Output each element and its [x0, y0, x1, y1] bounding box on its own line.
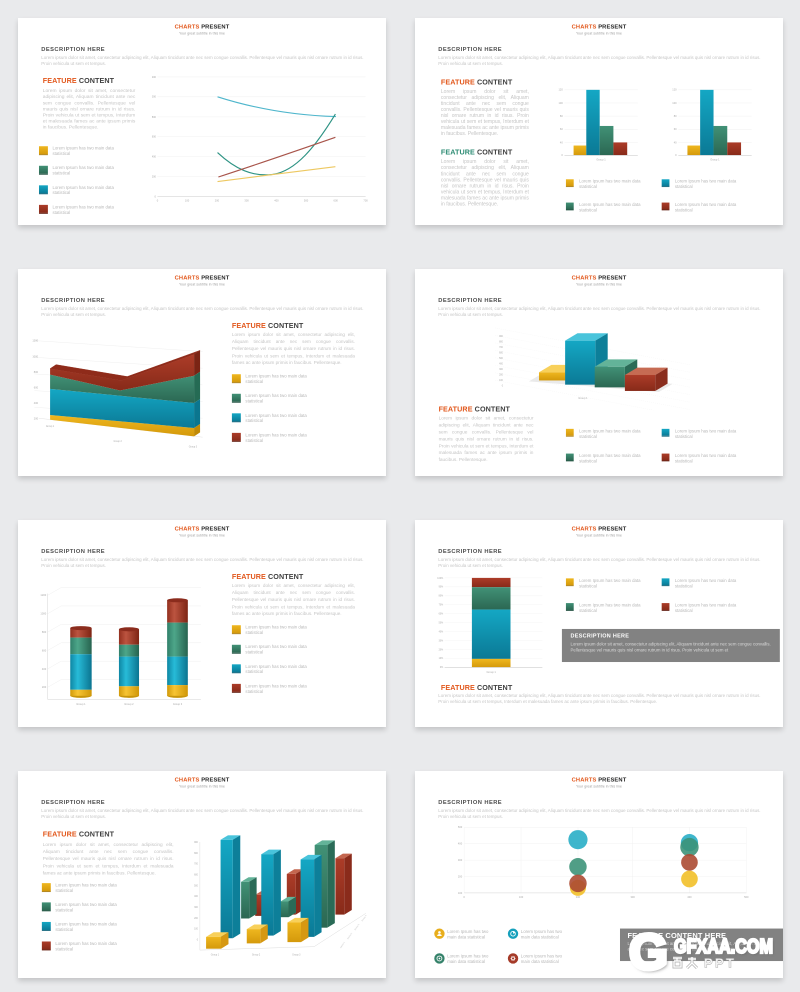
svg-text:40: 40: [674, 140, 677, 144]
svg-text:60: 60: [674, 127, 677, 131]
svg-text:10%: 10%: [439, 658, 444, 660]
svg-text:100: 100: [499, 380, 504, 382]
svg-text:1000: 1000: [40, 612, 46, 616]
svg-text:200: 200: [34, 416, 39, 420]
svg-text:300: 300: [499, 369, 504, 371]
svg-text:0: 0: [502, 385, 504, 387]
svg-text:1200: 1200: [40, 593, 46, 597]
svg-text:20%: 20%: [439, 649, 444, 651]
svg-text:200: 200: [194, 918, 199, 920]
svg-text:40%: 40%: [439, 631, 444, 633]
svg-text:Group 2: Group 2: [113, 440, 122, 443]
svg-text:400: 400: [458, 842, 463, 846]
svg-text:300: 300: [194, 907, 199, 909]
svg-text:400: 400: [499, 363, 504, 365]
svg-text:600: 600: [152, 135, 157, 139]
svg-text:70%: 70%: [439, 605, 444, 607]
svg-text:Series 4: Series 4: [362, 914, 368, 922]
svg-text:200: 200: [42, 685, 47, 689]
svg-text:400: 400: [274, 198, 279, 202]
svg-text:50%: 50%: [439, 622, 444, 624]
svg-text:600: 600: [42, 648, 47, 652]
svg-text:120: 120: [558, 88, 563, 92]
svg-text:900: 900: [194, 842, 199, 844]
svg-text:Group 3: Group 3: [189, 446, 198, 449]
svg-text:500: 500: [194, 885, 199, 887]
svg-text:500: 500: [458, 825, 463, 829]
svg-text:600: 600: [499, 353, 504, 355]
svg-text:Group 2: Group 2: [252, 953, 261, 956]
svg-text:500: 500: [304, 198, 309, 202]
svg-text:200: 200: [152, 175, 157, 179]
svg-text:Group 2: Group 2: [124, 702, 134, 706]
svg-text:Group 1: Group 1: [211, 953, 220, 956]
svg-text:0: 0: [157, 198, 159, 202]
svg-text:Group 1: Group 1: [487, 670, 497, 674]
svg-text:900: 900: [499, 336, 504, 338]
svg-text:80: 80: [674, 114, 677, 118]
svg-text:100%: 100%: [437, 578, 443, 580]
svg-text:1200: 1200: [32, 339, 38, 343]
svg-text:Series 3: Series 3: [354, 923, 360, 931]
svg-text:100: 100: [194, 929, 199, 931]
svg-text:100: 100: [519, 895, 524, 899]
svg-text:700: 700: [499, 347, 504, 349]
svg-text:300: 300: [631, 895, 636, 899]
svg-text:500: 500: [499, 358, 504, 360]
svg-text:80: 80: [560, 114, 563, 118]
svg-text:700: 700: [363, 198, 368, 202]
svg-text:Group 1: Group 1: [578, 396, 588, 400]
svg-text:0: 0: [561, 153, 563, 157]
svg-text:800: 800: [499, 342, 504, 344]
svg-text:Series 1: Series 1: [340, 941, 346, 949]
svg-text:Group 3: Group 3: [173, 702, 183, 706]
svg-text:0%: 0%: [440, 667, 443, 669]
svg-text:400: 400: [194, 896, 199, 898]
svg-text:30%: 30%: [439, 640, 444, 642]
svg-text:200: 200: [215, 198, 220, 202]
svg-text:200: 200: [576, 895, 581, 899]
svg-text:Group 1: Group 1: [710, 158, 720, 162]
svg-text:400: 400: [687, 895, 692, 899]
svg-text:300: 300: [458, 858, 463, 862]
svg-text:Group 3: Group 3: [292, 953, 301, 956]
svg-text:0: 0: [197, 939, 199, 941]
svg-text:100: 100: [672, 101, 677, 105]
svg-text:600: 600: [34, 385, 39, 389]
svg-text:Series 2: Series 2: [347, 932, 353, 940]
svg-text:Group 1: Group 1: [76, 702, 86, 706]
svg-text:90%: 90%: [439, 587, 444, 589]
svg-text:400: 400: [34, 401, 39, 405]
svg-text:0: 0: [463, 895, 465, 899]
svg-text:1000: 1000: [152, 95, 157, 99]
svg-text:600: 600: [194, 875, 199, 877]
svg-text:700: 700: [194, 864, 199, 866]
svg-text:120: 120: [672, 88, 677, 92]
svg-text:60: 60: [560, 127, 563, 131]
svg-text:800: 800: [42, 630, 47, 634]
svg-text:80%: 80%: [439, 596, 444, 598]
svg-text:1200: 1200: [152, 75, 157, 79]
svg-text:60%: 60%: [439, 614, 444, 616]
svg-text:100: 100: [458, 891, 463, 895]
svg-text:400: 400: [152, 154, 157, 158]
svg-text:200: 200: [458, 874, 463, 878]
svg-text:0: 0: [155, 194, 157, 198]
svg-text:100: 100: [558, 101, 563, 105]
svg-text:40: 40: [560, 140, 563, 144]
svg-text:Group 1: Group 1: [596, 158, 606, 162]
svg-text:800: 800: [194, 853, 199, 855]
svg-text:800: 800: [34, 370, 39, 374]
svg-text:300: 300: [244, 198, 249, 202]
svg-text:400: 400: [42, 667, 47, 671]
svg-text:100: 100: [185, 198, 190, 202]
svg-text:1000: 1000: [32, 354, 38, 358]
svg-text:Group 1: Group 1: [46, 425, 55, 428]
svg-text:800: 800: [152, 115, 157, 119]
svg-text:500: 500: [744, 895, 749, 899]
svg-text:600: 600: [334, 198, 339, 202]
svg-text:200: 200: [499, 374, 504, 376]
svg-text:0: 0: [675, 153, 677, 157]
